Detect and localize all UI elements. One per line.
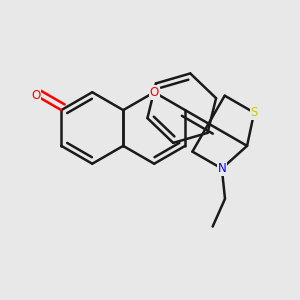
Text: O: O — [150, 86, 159, 99]
Text: O: O — [31, 89, 40, 102]
Text: S: S — [250, 106, 258, 119]
Text: N: N — [218, 162, 226, 175]
